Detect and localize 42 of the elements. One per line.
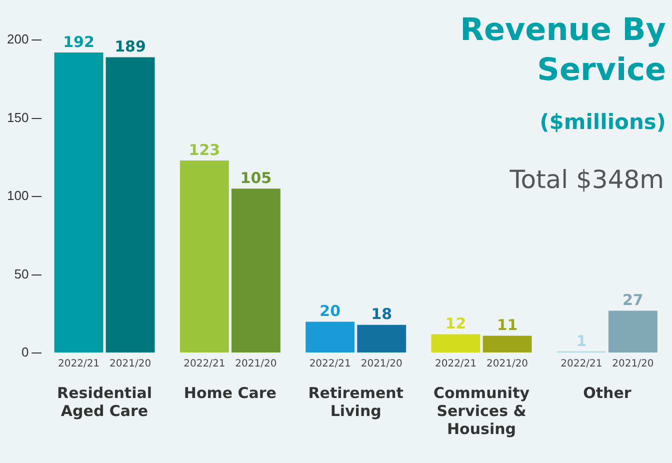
bar (608, 310, 658, 352)
x-tick-label: Home Care (184, 384, 276, 402)
data-label: 105 (240, 169, 272, 188)
series-label: 2022/21 (58, 358, 100, 370)
x-tick-label: Retirement Living (308, 384, 404, 420)
data-label: 18 (371, 305, 392, 324)
y-tick-label: 150 (6, 110, 29, 125)
data-label: 192 (63, 32, 94, 51)
x-tick-label: Community Services & Housing (433, 384, 530, 438)
text: 2022/21 (434, 358, 477, 370)
data-label: 1 (576, 332, 587, 350)
text: 2021/20 (235, 358, 277, 370)
text: 2022/21 (184, 358, 226, 370)
annotation: Total $348m (510, 165, 664, 194)
text: 2022/21 (560, 358, 602, 370)
x-tick-label: Other (583, 384, 632, 402)
text: ($millions) (540, 110, 666, 134)
text: 2021/20 (360, 358, 402, 370)
bar (106, 57, 155, 352)
chart-title: Revenue By Service (459, 11, 666, 90)
bar (180, 160, 229, 352)
text: 2021/20 (486, 358, 528, 370)
y-tick-label: 100 (6, 188, 29, 204)
y-tick-label: 200 (6, 32, 29, 47)
data-label: 12 (445, 314, 466, 333)
bar (306, 322, 355, 352)
y-tick-label: 50 (14, 266, 29, 282)
data-label: 123 (188, 140, 220, 159)
text: 2021/20 (612, 358, 654, 370)
series-label: 2021/20 (110, 358, 152, 370)
y-tick-label: 0 (21, 344, 29, 360)
text: 2022/21 (309, 358, 351, 370)
data-label: 27 (622, 291, 644, 310)
bar (482, 336, 532, 352)
bar (54, 52, 104, 352)
bar (231, 188, 280, 352)
x-tick-label: Residential Aged Care (57, 384, 152, 420)
bar (357, 324, 406, 352)
data-label: 189 (114, 38, 146, 56)
data-label: 11 (496, 316, 518, 334)
data-label: 20 (320, 302, 341, 320)
bar (431, 334, 480, 352)
